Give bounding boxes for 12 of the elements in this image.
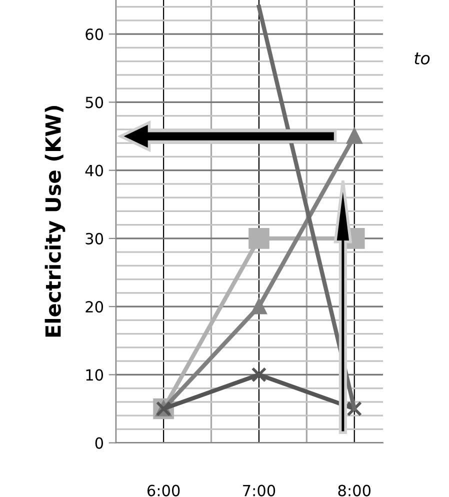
y-tick-label: 50 xyxy=(86,96,104,108)
text: to xyxy=(414,52,430,64)
x-tick-label: 7:00 xyxy=(243,484,276,496)
x-tick-label: 8:00 xyxy=(338,484,371,496)
y-tick-label: 0 xyxy=(95,437,104,449)
y-tick-label: 40 xyxy=(85,164,104,176)
y-axis-title: Electricity Use (KW) xyxy=(44,106,66,337)
y-tick-label: 30 xyxy=(86,232,104,244)
x-tick-label: 6:00 xyxy=(147,484,180,496)
y-tick-label: 20 xyxy=(86,301,104,313)
y-tick-label: 60 xyxy=(86,28,104,40)
y-tick-label: 10 xyxy=(86,369,104,381)
